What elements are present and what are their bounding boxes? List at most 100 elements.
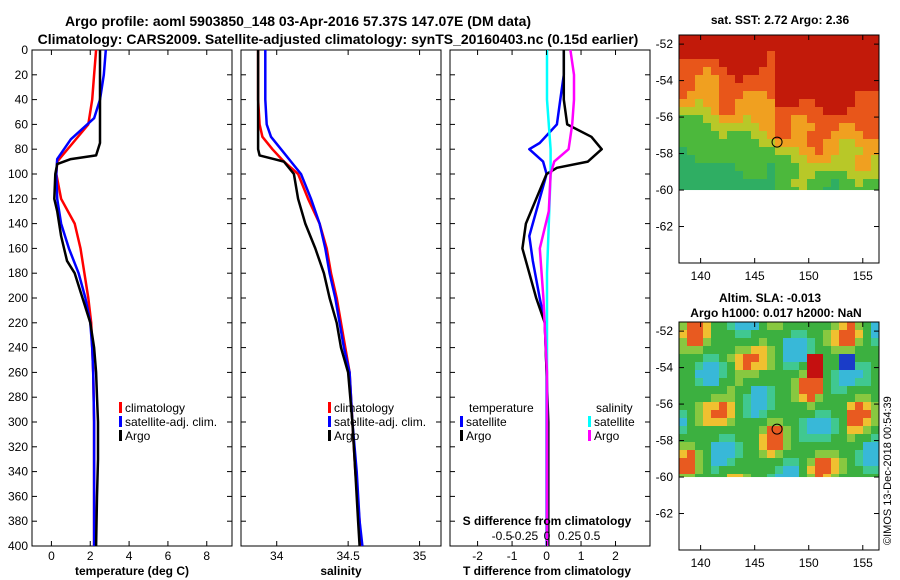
sla-map-panel: Altim. SLA: -0.013 Argo h1000: 0.017 h20… — [656, 291, 880, 570]
heatmap-cell — [719, 139, 727, 147]
heatmap-cell — [727, 410, 735, 418]
heatmap-cell — [823, 394, 831, 402]
heatmap-cell — [735, 91, 743, 99]
heatmap-cell — [695, 139, 703, 147]
heatmap-cell — [807, 466, 815, 474]
heatmap-cell — [727, 458, 735, 466]
heatmap-cell — [815, 450, 823, 458]
temperature-panel: 0204060801001201401601802002202402602803… — [8, 43, 233, 578]
heatmap-cell — [751, 187, 759, 191]
y-tick-label: -62 — [656, 220, 674, 234]
heatmap-cell — [871, 91, 879, 99]
heatmap-cell — [823, 426, 831, 434]
heatmap-cell — [711, 163, 719, 171]
heatmap-cell — [719, 450, 727, 458]
heatmap-cell — [823, 115, 831, 123]
heatmap-cell — [815, 322, 823, 330]
heatmap-cell — [831, 450, 839, 458]
heatmap-cell — [735, 59, 743, 67]
difference-lines — [521, 49, 603, 546]
heatmap-cell — [823, 51, 831, 59]
heatmap-cell — [783, 187, 791, 191]
heatmap-cell — [863, 434, 871, 442]
heatmap-cell — [791, 330, 799, 338]
heatmap-cell — [727, 386, 735, 394]
heatmap-cell — [831, 59, 839, 67]
heatmap-cell — [791, 474, 799, 478]
salinity-y-ticks — [241, 49, 441, 547]
heatmap-cell — [711, 386, 719, 394]
heatmap-cell — [799, 338, 807, 346]
heatmap-cell — [863, 123, 871, 131]
heatmap-cell — [871, 450, 879, 458]
heatmap-cell — [767, 147, 775, 155]
heatmap-cell — [719, 434, 727, 442]
heatmap-cell — [863, 179, 871, 187]
heatmap-cell — [823, 99, 831, 107]
heatmap-cell — [823, 354, 831, 362]
heatmap-cell — [799, 115, 807, 123]
heatmap-cell — [815, 394, 823, 402]
heatmap-cell — [695, 51, 703, 59]
heatmap-cell — [735, 131, 743, 139]
heatmap-cell — [687, 378, 695, 386]
heatmap-cell — [719, 51, 727, 59]
heatmap-cell — [831, 362, 839, 370]
heatmap-cell — [695, 354, 703, 362]
heatmap-cell — [847, 434, 855, 442]
heatmap-cell — [775, 466, 783, 474]
sst-map-frame — [678, 34, 880, 264]
heatmap-cell — [751, 354, 759, 362]
x-tick-label: 140 — [691, 269, 711, 283]
heatmap-cell — [823, 147, 831, 155]
heatmap-cell — [855, 354, 863, 362]
heatmap-cell — [711, 83, 719, 91]
heatmap-cell — [823, 362, 831, 370]
heatmap-cell — [743, 466, 751, 474]
heatmap-cell — [823, 346, 831, 354]
heatmap-cell — [783, 131, 791, 139]
heatmap-cell — [799, 139, 807, 147]
heatmap-cell — [847, 35, 855, 43]
heatmap-cell — [759, 115, 767, 123]
heatmap-cell — [711, 346, 719, 354]
heatmap-cell — [847, 394, 855, 402]
x-tick-label: 145 — [745, 556, 765, 570]
heatmap-cell — [871, 386, 879, 394]
heatmap-cell — [847, 450, 855, 458]
heatmap-cell — [695, 450, 703, 458]
heatmap-cell — [847, 147, 855, 155]
x-tick-label: 150 — [799, 269, 819, 283]
heatmap-cell — [711, 370, 719, 378]
y-tick-label: 0 — [21, 43, 28, 57]
heatmap-cell — [759, 75, 767, 83]
heatmap-cell — [767, 131, 775, 139]
heatmap-cell — [863, 163, 871, 171]
heatmap-cell — [847, 418, 855, 426]
heatmap-cell — [759, 35, 767, 43]
heatmap-cell — [719, 338, 727, 346]
heatmap-cell — [759, 450, 767, 458]
heatmap-cell — [863, 91, 871, 99]
heatmap-cell — [703, 83, 711, 91]
heatmap-cell — [855, 123, 863, 131]
heatmap-cell — [791, 91, 799, 99]
heatmap-cell — [735, 394, 743, 402]
heatmap-cell — [751, 386, 759, 394]
heatmap-cell — [855, 442, 863, 450]
x-tick-label: 6 — [165, 549, 172, 563]
heatmap-cell — [799, 402, 807, 410]
heatmap-cell — [855, 35, 863, 43]
heatmap-cell — [847, 386, 855, 394]
heatmap-cell — [743, 354, 751, 362]
heatmap-cell — [703, 131, 711, 139]
y-tick-label: 100 — [8, 167, 28, 181]
heatmap-cell — [743, 378, 751, 386]
heatmap-cell — [807, 123, 815, 131]
heatmap-cell — [759, 378, 767, 386]
heatmap-cell — [711, 338, 719, 346]
heatmap-cell — [687, 59, 695, 67]
heatmap-cell — [743, 155, 751, 163]
heatmap-cell — [687, 163, 695, 171]
